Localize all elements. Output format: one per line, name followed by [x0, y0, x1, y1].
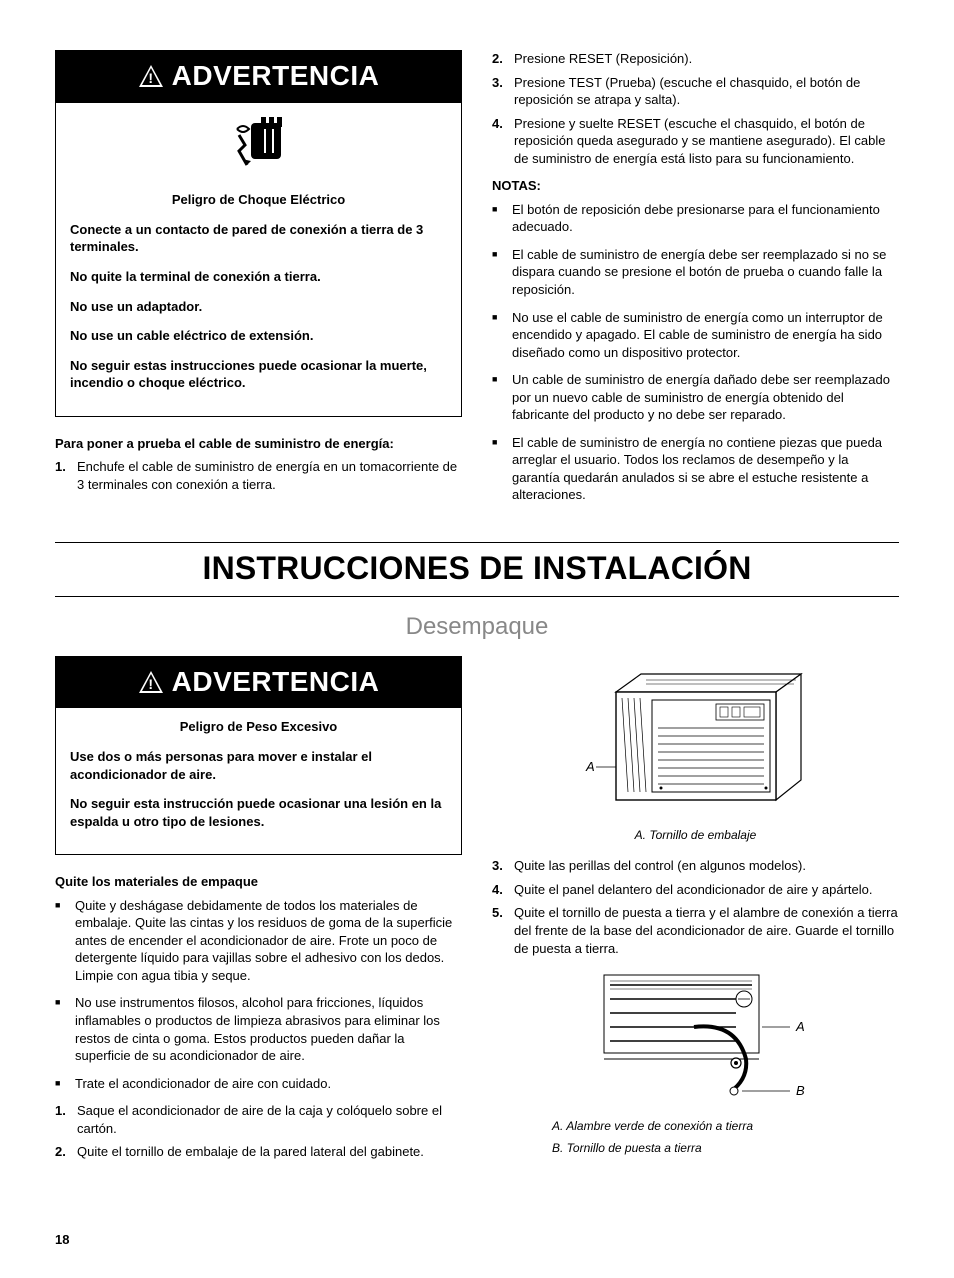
top-right-column: 2. Presione RESET (Reposición). 3. Presi…	[492, 50, 899, 514]
warning-label-1: ADVERTENCIA	[172, 57, 380, 95]
warn1-line4: No seguir estas instrucciones puede ocas…	[70, 357, 447, 392]
subsection-title-desempaque: Desempaque	[55, 611, 899, 643]
list-item: 4. Quite el panel delantero del acondici…	[492, 881, 899, 899]
warning-triangle-icon: !	[138, 670, 164, 694]
shock-icon	[56, 117, 461, 178]
list-item: Un cable de suministro de energía dañado…	[492, 371, 899, 424]
svg-text:B: B	[796, 1083, 805, 1098]
figure-ground-wire: A B A. Alambre verde de conexión a tierr…	[492, 967, 899, 1156]
fig2-caption-B: B. Tornillo de puesta a tierra	[552, 1140, 899, 1156]
list-item: 5. Quite el tornillo de puesta a tierra …	[492, 904, 899, 957]
list-item: El cable de suministro de energía debe s…	[492, 246, 899, 299]
list-item: El botón de reposición debe presionarse …	[492, 201, 899, 236]
list-item: No use el cable de suministro de energía…	[492, 309, 899, 362]
warning-box-weight: ! ADVERTENCIA Peligro de Peso Excesivo U…	[55, 656, 462, 856]
bottom-two-column: ! ADVERTENCIA Peligro de Peso Excesivo U…	[55, 656, 899, 1171]
warning-header-1: ! ADVERTENCIA	[56, 51, 461, 103]
notas-label: NOTAS:	[492, 177, 899, 195]
warn1-line0: Conecte a un contacto de pared de conexi…	[70, 221, 447, 256]
top-left-column: ! ADVERTENCIA Pelig	[55, 50, 462, 514]
list-item: 1. Enchufe el cable de suministro de ene…	[55, 458, 462, 493]
fig1-A: A	[585, 759, 595, 774]
warning-label-2: ADVERTENCIA	[172, 663, 380, 701]
warn1-line2: No use un adaptador.	[70, 298, 447, 316]
list-item: No use instrumentos filosos, alcohol par…	[55, 994, 462, 1064]
warn2-line1: No seguir esta instrucción puede ocasion…	[70, 795, 447, 830]
list-item: 3. Presione TEST (Prueba) (escuche el ch…	[492, 74, 899, 109]
figure-ac-unit: A A. Tornillo de embalaje	[492, 662, 899, 844]
right-list-1: 2. Presione RESET (Reposición). 3. Presi…	[492, 50, 899, 167]
list-item: Trate el acondicionador de aire con cuid…	[55, 1075, 462, 1093]
warn2-line0: Use dos o más personas para mover e inst…	[70, 748, 447, 783]
left-heading-test-cable: Para poner a prueba el cable de suminist…	[55, 435, 462, 453]
fig2-caption-A: A. Alambre verde de conexión a tierra	[552, 1118, 899, 1134]
warning-box-electric: ! ADVERTENCIA Pelig	[55, 50, 462, 417]
list-item: 4. Presione y suelte RESET (escuche el c…	[492, 115, 899, 168]
left-bullets-2: Quite y deshágase debidamente de todos l…	[55, 897, 462, 1092]
section-title-instrucciones: INSTRUCCIONES DE INSTALACIÓN	[55, 542, 899, 597]
list-item: 2. Quite el tornillo de embalaje de la p…	[55, 1143, 462, 1161]
bottom-left-column: ! ADVERTENCIA Peligro de Peso Excesivo U…	[55, 656, 462, 1171]
page-number: 18	[55, 1231, 899, 1249]
warning-1-title: Peligro de Choque Eléctrico	[70, 191, 447, 209]
list-item: 2. Presione RESET (Reposición).	[492, 50, 899, 68]
list-item: 3. Quite las perillas del control (en al…	[492, 857, 899, 875]
warning-2-title: Peligro de Peso Excesivo	[70, 718, 447, 736]
svg-text:!: !	[148, 70, 153, 86]
right-list-2: 3. Quite las perillas del control (en al…	[492, 857, 899, 957]
list-item: Quite y deshágase debidamente de todos l…	[55, 897, 462, 985]
right-bullets-1: El botón de reposición debe presionarse …	[492, 201, 899, 504]
warn1-line1: No quite la terminal de conexión a tierr…	[70, 268, 447, 286]
warning-header-2: ! ADVERTENCIA	[56, 657, 461, 709]
left-heading-quite: Quite los materiales de empaque	[55, 873, 462, 891]
warning-triangle-icon: !	[138, 64, 164, 88]
svg-text:A: A	[795, 1019, 805, 1034]
svg-text:!: !	[148, 676, 153, 692]
bottom-right-column: A A. Tornillo de embalaje 3. Quite las p…	[492, 656, 899, 1171]
list-item: El cable de suministro de energía no con…	[492, 434, 899, 504]
top-two-column: ! ADVERTENCIA Pelig	[55, 50, 899, 514]
left-list-2: 1. Saque el acondicionador de aire de la…	[55, 1102, 462, 1161]
left-list-1: 1. Enchufe el cable de suministro de ene…	[55, 458, 462, 493]
warn1-line3: No use un cable eléctrico de extensión.	[70, 327, 447, 345]
fig1-caption: A. Tornillo de embalaje	[492, 827, 899, 843]
list-item: 1. Saque el acondicionador de aire de la…	[55, 1102, 462, 1137]
